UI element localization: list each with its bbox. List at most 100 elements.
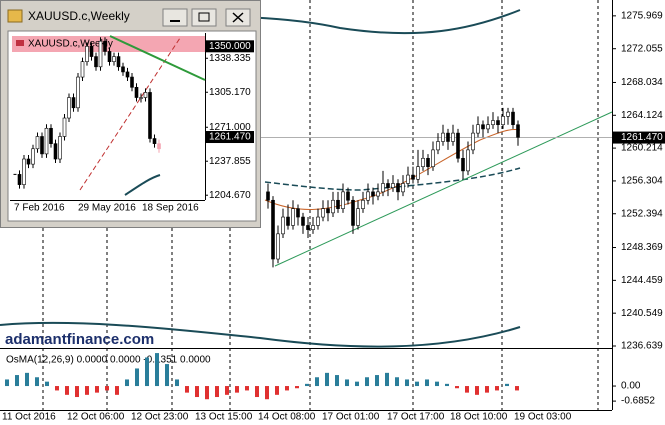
osma-bar [425,379,429,387]
osma-bar [65,386,69,395]
candle-body [321,208,325,218]
y-tick-label: 1240.549 [621,308,663,319]
window-buttons[interactable] [162,8,251,27]
candle-body [311,225,315,230]
inset-candle [49,127,53,144]
inset-candle [107,51,112,62]
inset-band [124,174,161,196]
candle-body [271,199,275,260]
osma-bar [365,377,369,387]
y-tick-label: 1350.000 [209,41,251,52]
inset-candle [94,56,98,68]
tick-highlight [206,40,254,53]
inset-candle [80,61,85,78]
inset-candle [130,76,134,88]
x-tick-label: 12 Oct 23:00 [131,412,189,423]
candle-body [346,191,350,201]
candle-body [491,120,495,126]
osma-bar [375,375,379,387]
minimize-button[interactable] [162,8,188,27]
osma-bar [15,375,19,387]
inset-candle [134,87,139,98]
inset-candle [67,97,71,119]
inset-window: XAUUSD.c,Weekly XAUUSD.c,Weekly 1350.000… [0,0,261,228]
osma-bar [335,375,339,387]
candle-body [446,132,450,142]
candle-body [376,191,380,197]
candle-body [306,225,310,230]
candle-body [361,199,365,209]
osma-bar [515,386,519,391]
inset-candle [139,97,143,99]
candle-body [281,216,285,235]
osma-bar [245,386,249,391]
candle-body [391,183,395,188]
restore-button[interactable] [191,8,217,27]
candle-body [356,208,360,226]
y-tick-label: 1204.670 [209,190,251,201]
y-tick-label: 1268.034 [621,77,663,88]
candle-body [276,233,280,260]
inset-candle [26,158,31,165]
osma-bar [185,386,189,393]
candle-body [441,132,445,142]
inset-candle [62,117,67,137]
x-tick-label: 11 Oct 2016 [2,412,56,423]
candle-body [431,149,435,167]
osma-bar [485,386,489,393]
window-title: XAUUSD.c,Weekly [28,9,130,23]
y-tick-label: 1261.470 [209,132,251,143]
candle-body [451,132,455,142]
candle-body [486,124,490,130]
x-tick-label: 7 Feb 2016 [14,203,65,214]
inset-candle [152,138,157,144]
osma-bar [405,379,409,387]
osma-bar [395,377,399,387]
osma-bar [85,386,89,395]
x-tick-label: 13 Oct 15:00 [195,412,253,423]
y-tick-label: 1252.394 [621,208,663,219]
inset-candle [40,136,44,155]
y-tick-label: 1272.055 [621,43,663,54]
mid-band [264,167,521,191]
y-tick-label: 0.00 [621,381,641,392]
osma-bar [295,386,299,389]
y-tick-label: -0.6852 [621,396,655,407]
inset-candle [71,97,76,109]
x-tick-label: 14 Oct 08:00 [258,412,316,423]
osma-bar [385,372,389,387]
y-tick-label: 1244.459 [621,275,663,286]
inset-trendline [79,37,181,191]
osma-bar [165,364,169,387]
y-tick-label: 1275.969 [621,10,663,21]
osma-bar [215,386,219,398]
x-tick-label: 29 May 2016 [78,203,136,214]
y-tick-label: 1236.639 [621,341,663,352]
inset-candle [148,92,152,139]
x-tick-label: 17 Oct 17:00 [387,412,445,423]
osma-bar [255,386,259,398]
x-tick-label: 12 Oct 06:00 [67,412,125,423]
candle-body [266,191,270,201]
candle-body [286,216,290,226]
osma-bar [35,377,39,387]
candle-body [351,199,355,226]
inset-candle [103,40,107,52]
osma-bar [495,386,499,391]
inset-symbol-icon [16,40,24,46]
inset-candle [22,158,26,185]
candle-body [456,132,460,159]
candle-body [341,191,345,209]
candle-body [371,191,375,197]
inset-trendline [109,35,206,81]
y-tick-label: 1237.855 [209,156,251,167]
candle-body [386,183,390,188]
candle-body [406,174,410,184]
lower-band [0,321,521,348]
inset-candle [89,46,94,57]
osma-bar [95,386,99,393]
inset-candle [31,148,35,165]
candle-body [296,208,300,218]
y-tick-label: 1260.214 [621,143,663,154]
